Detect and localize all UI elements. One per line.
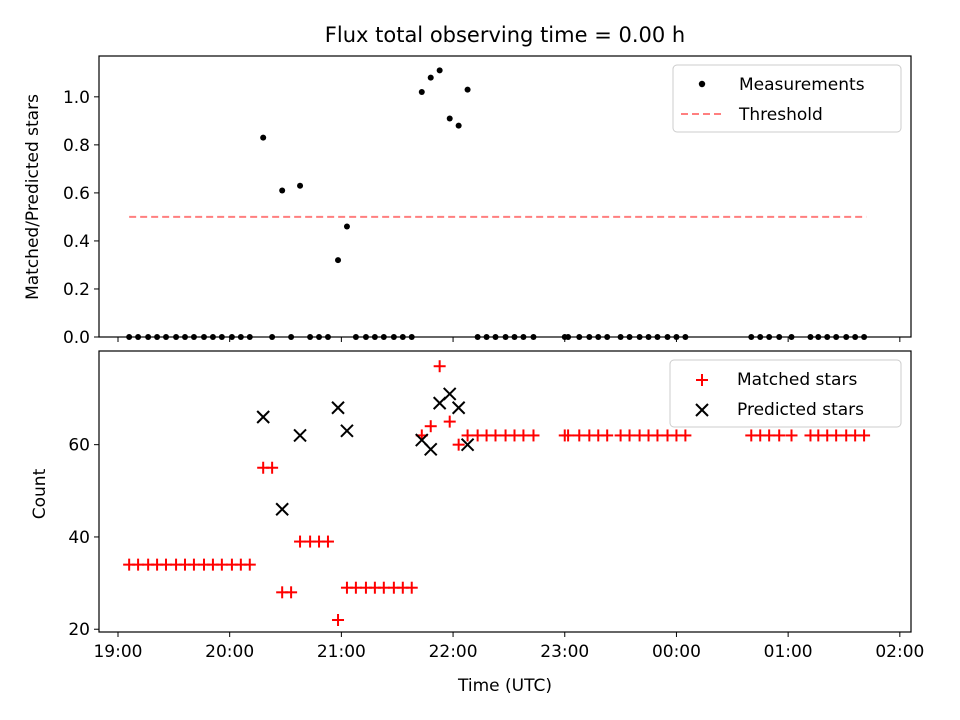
matched-stars-point — [830, 429, 843, 442]
top-legend: Measurements Threshold — [672, 64, 902, 133]
legend-measurements-label: Measurements — [739, 75, 865, 95]
measurement-point — [343, 223, 350, 230]
matched-stars-point — [433, 360, 446, 373]
y-tick-label: 0.8 — [63, 136, 90, 156]
predicted-stars-point — [451, 401, 466, 415]
matched-stars-point — [332, 614, 345, 627]
matched-stars-point — [349, 581, 362, 594]
x-tick-label: 01:00 — [764, 642, 813, 662]
matched-stars-point — [527, 429, 540, 442]
y-tick-label: 1.0 — [63, 88, 90, 108]
matched-stars-point — [517, 429, 530, 442]
predicted-stars-point — [443, 387, 457, 401]
predicted-stars-point — [331, 401, 345, 415]
measurement-point — [279, 187, 286, 194]
y-tick-label: 0.2 — [63, 280, 90, 300]
matched-stars-point — [294, 535, 307, 548]
top-y-ticks: 0.0 0.2 0.4 0.6 0.8 1.0 — [63, 88, 99, 348]
x-tick-label: 00:00 — [652, 642, 701, 662]
legend-threshold-label: Threshold — [738, 105, 823, 125]
matched-stars-point — [215, 558, 228, 571]
measurement-point — [260, 134, 267, 141]
legend-predicted-label: Predicted stars — [737, 400, 864, 420]
matched-stars-point — [651, 429, 664, 442]
matched-stars-point — [562, 429, 575, 442]
bottom-data-marks — [123, 360, 871, 627]
measurement-point — [446, 115, 453, 122]
matched-stars-point — [243, 558, 256, 571]
x-tick-label: 22:00 — [429, 642, 478, 662]
matched-stars-point — [785, 429, 798, 442]
x-tick-label: 19:00 — [93, 642, 142, 662]
top-axes-frame — [98, 55, 912, 338]
measurement-point — [427, 74, 434, 81]
matched-stars-point — [573, 429, 586, 442]
matched-stars-point — [461, 429, 474, 442]
legend-predicted-marker — [695, 403, 709, 417]
matched-stars-point — [679, 429, 692, 442]
x-tick-label: 23:00 — [540, 642, 589, 662]
matched-stars-point — [160, 558, 173, 571]
predicted-stars-point — [293, 428, 307, 443]
bottom-legend-box — [669, 359, 902, 428]
x-tick-label: 20:00 — [205, 642, 254, 662]
top-x-ticks — [117, 337, 901, 342]
y-tick-label: 0.0 — [63, 328, 90, 348]
bottom-y-ticks: 20 40 60 — [68, 436, 99, 640]
predicted-stars-point — [256, 410, 270, 424]
y-tick-label: 40 — [68, 528, 90, 548]
bottom-axes-frame — [98, 350, 912, 633]
matched-stars-point — [266, 461, 279, 474]
x-tick-label: 02:00 — [875, 642, 924, 662]
legend-matched-marker — [696, 374, 708, 386]
y-tick-label: 60 — [68, 436, 90, 456]
measurement-point — [335, 257, 342, 264]
matched-stars-point — [763, 429, 776, 442]
matched-stars-point — [443, 415, 456, 428]
top-panel: 0.0 0.2 0.4 0.6 0.8 1.0 Matched/Predicted sta… — [23, 55, 912, 348]
bottom-legend: Matched stars Predicted stars — [669, 359, 902, 428]
measurement-point — [418, 89, 425, 96]
top-legend-box — [672, 64, 902, 133]
matched-stars-point — [858, 429, 871, 442]
matched-stars-point — [187, 558, 200, 571]
measurement-point — [436, 67, 443, 74]
bottom-y-axis-label: Count — [30, 468, 50, 519]
matched-stars-point — [452, 438, 465, 451]
legend-measurements-marker — [698, 80, 706, 88]
x-axis-label: Time (UTC) — [457, 676, 552, 696]
predicted-stars-point — [460, 437, 475, 452]
top-y-axis-label: Matched/Predicted stars — [23, 94, 43, 300]
x-tick-label: 21:00 — [317, 642, 366, 662]
matched-stars-point — [132, 558, 145, 571]
matched-stars-point — [285, 586, 298, 599]
predicted-stars-point — [340, 424, 354, 438]
matched-stars-point — [405, 581, 418, 594]
legend-matched-label: Matched stars — [737, 370, 857, 390]
matched-stars-point — [489, 429, 502, 442]
matched-stars-point — [623, 429, 636, 442]
y-tick-label: 20 — [68, 620, 90, 640]
y-tick-label: 0.4 — [63, 232, 90, 252]
y-tick-label: 0.6 — [63, 184, 90, 204]
bottom-x-ticks: 19:00 20:00 21:00 22:00 23:00 00:00 01:00 02:00 — [93, 632, 924, 662]
measurement-point — [455, 122, 462, 129]
predicted-stars-point — [424, 442, 438, 456]
measurement-point — [297, 182, 304, 189]
chart-title: Flux total observing time = 0.00 h — [325, 23, 685, 47]
predicted-stars-point — [275, 502, 289, 516]
bottom-panel: 19:00 20:00 21:00 22:00 23:00 00:00 01:00 02:00… — [30, 350, 924, 696]
matched-stars-point — [773, 429, 786, 442]
matched-stars-point — [377, 581, 390, 594]
matched-stars-point — [601, 429, 614, 442]
matched-stars-point — [321, 535, 334, 548]
measurement-point — [464, 86, 471, 93]
matched-stars-point — [424, 420, 437, 433]
